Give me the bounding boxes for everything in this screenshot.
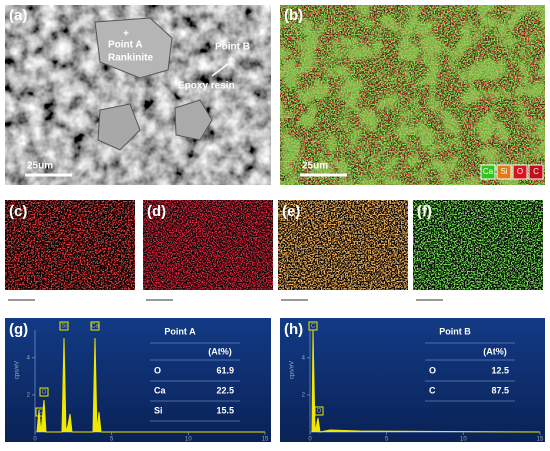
- map-texture: [280, 5, 545, 185]
- map-texture: [5, 200, 135, 290]
- legend-swatch: [512, 164, 528, 180]
- panel-label: (e): [282, 203, 300, 220]
- panel-label: (f): [417, 203, 432, 220]
- panel-label: (b): [284, 7, 303, 24]
- x-tick-label: 0: [308, 437, 312, 443]
- peak-box: [314, 406, 324, 416]
- panel-label: (h): [284, 321, 303, 338]
- peak-label: Si: [61, 324, 66, 330]
- table-cell: 87.5: [491, 385, 509, 395]
- grain: [174, 99, 213, 141]
- table-cell: Ca: [154, 385, 166, 395]
- y-tick-label: 2: [27, 392, 31, 398]
- annotation: Point A: [108, 40, 143, 51]
- y-tick-label: 2: [302, 392, 306, 398]
- panel-h: C O cps/eV (h) 0 5 10 15 2 4 Point B (At%) O 12.5…: [280, 318, 545, 443]
- panel-label: (c): [9, 203, 27, 220]
- annotation: Epoxy resin: [178, 81, 235, 92]
- spectrum-background: [280, 318, 545, 442]
- panel-g: Si Ca O C cps/eV (g) 0 5 10 15 2 4 Point A (At%…: [5, 318, 271, 443]
- arrow: [211, 63, 229, 77]
- table-header: (At%): [483, 346, 507, 356]
- x-tick-label: 5: [385, 437, 389, 443]
- x-tick-label: 5: [110, 437, 114, 443]
- panel-a: (a) + Point A Rankinite Point B + Epoxy …: [5, 5, 271, 185]
- peak-label: C: [311, 324, 316, 330]
- legend-swatch: [496, 164, 512, 180]
- x-tick-label: 0: [33, 437, 37, 443]
- peak-box: [59, 321, 69, 331]
- peak-label: O: [42, 390, 47, 396]
- annotation: Rankinite: [108, 53, 153, 64]
- panel-label: (a): [9, 7, 27, 24]
- y-label: cps/eV: [290, 361, 296, 379]
- grain: [97, 103, 141, 151]
- grain: [94, 17, 173, 79]
- table-title: Point A: [164, 326, 196, 336]
- peak-label: C: [38, 410, 43, 416]
- annotation: +: [123, 29, 129, 40]
- x-tick-label: 10: [185, 437, 192, 443]
- legend-swatch: [480, 164, 496, 180]
- table-cell: 15.5: [216, 405, 234, 415]
- spectrum: [36, 337, 265, 433]
- map-texture: [413, 200, 543, 290]
- legend-label: C: [533, 167, 539, 176]
- x-tick-label: 15: [262, 437, 269, 443]
- panel-label: (d): [147, 203, 166, 220]
- legend: Ca Si O C: [480, 164, 544, 180]
- table-cell: O: [154, 365, 161, 375]
- panel-e: (e): [278, 200, 408, 301]
- y-tick-label: 4: [302, 355, 306, 361]
- panel-label: (g): [9, 321, 28, 338]
- panel-f: (f): [413, 200, 543, 301]
- x-tick-label: 10: [460, 437, 467, 443]
- annotation: Point B: [215, 42, 250, 53]
- table-cell: 12.5: [491, 365, 509, 375]
- scale-label: 25um: [302, 161, 328, 172]
- annotation: +: [228, 55, 234, 66]
- panel-b: (b) 25um Ca Si O C: [280, 5, 545, 185]
- table-cell: 22.5: [216, 385, 234, 395]
- panel-d: (d): [143, 200, 273, 301]
- peak-box: [35, 407, 45, 417]
- map-texture: [143, 200, 273, 290]
- peak-label: O: [317, 409, 322, 415]
- table-title: Point B: [439, 326, 471, 336]
- peak-box: [308, 321, 318, 331]
- y-label: cps/eV: [15, 361, 21, 379]
- y-tick-label: 4: [27, 355, 31, 361]
- table-cell: C: [429, 385, 436, 395]
- legend-label: Si: [500, 167, 507, 176]
- panel-c: (c): [5, 200, 135, 301]
- legend-label: O: [517, 167, 523, 176]
- peak-label: Ca: [91, 324, 99, 330]
- table-header: (At%): [208, 346, 232, 356]
- map-texture: [278, 200, 408, 290]
- table-cell: 61.9: [216, 365, 234, 375]
- spectrum: [311, 329, 541, 433]
- table-cell: Si: [154, 405, 163, 415]
- legend-swatch: [528, 164, 544, 180]
- peak-box: [90, 321, 100, 331]
- spectrum-background: [5, 318, 271, 442]
- peak-box: [39, 387, 49, 397]
- scale-label: 25um: [27, 161, 53, 172]
- x-tick-label: 15: [537, 437, 544, 443]
- legend-label: Ca: [483, 167, 494, 176]
- table-cell: O: [429, 365, 436, 375]
